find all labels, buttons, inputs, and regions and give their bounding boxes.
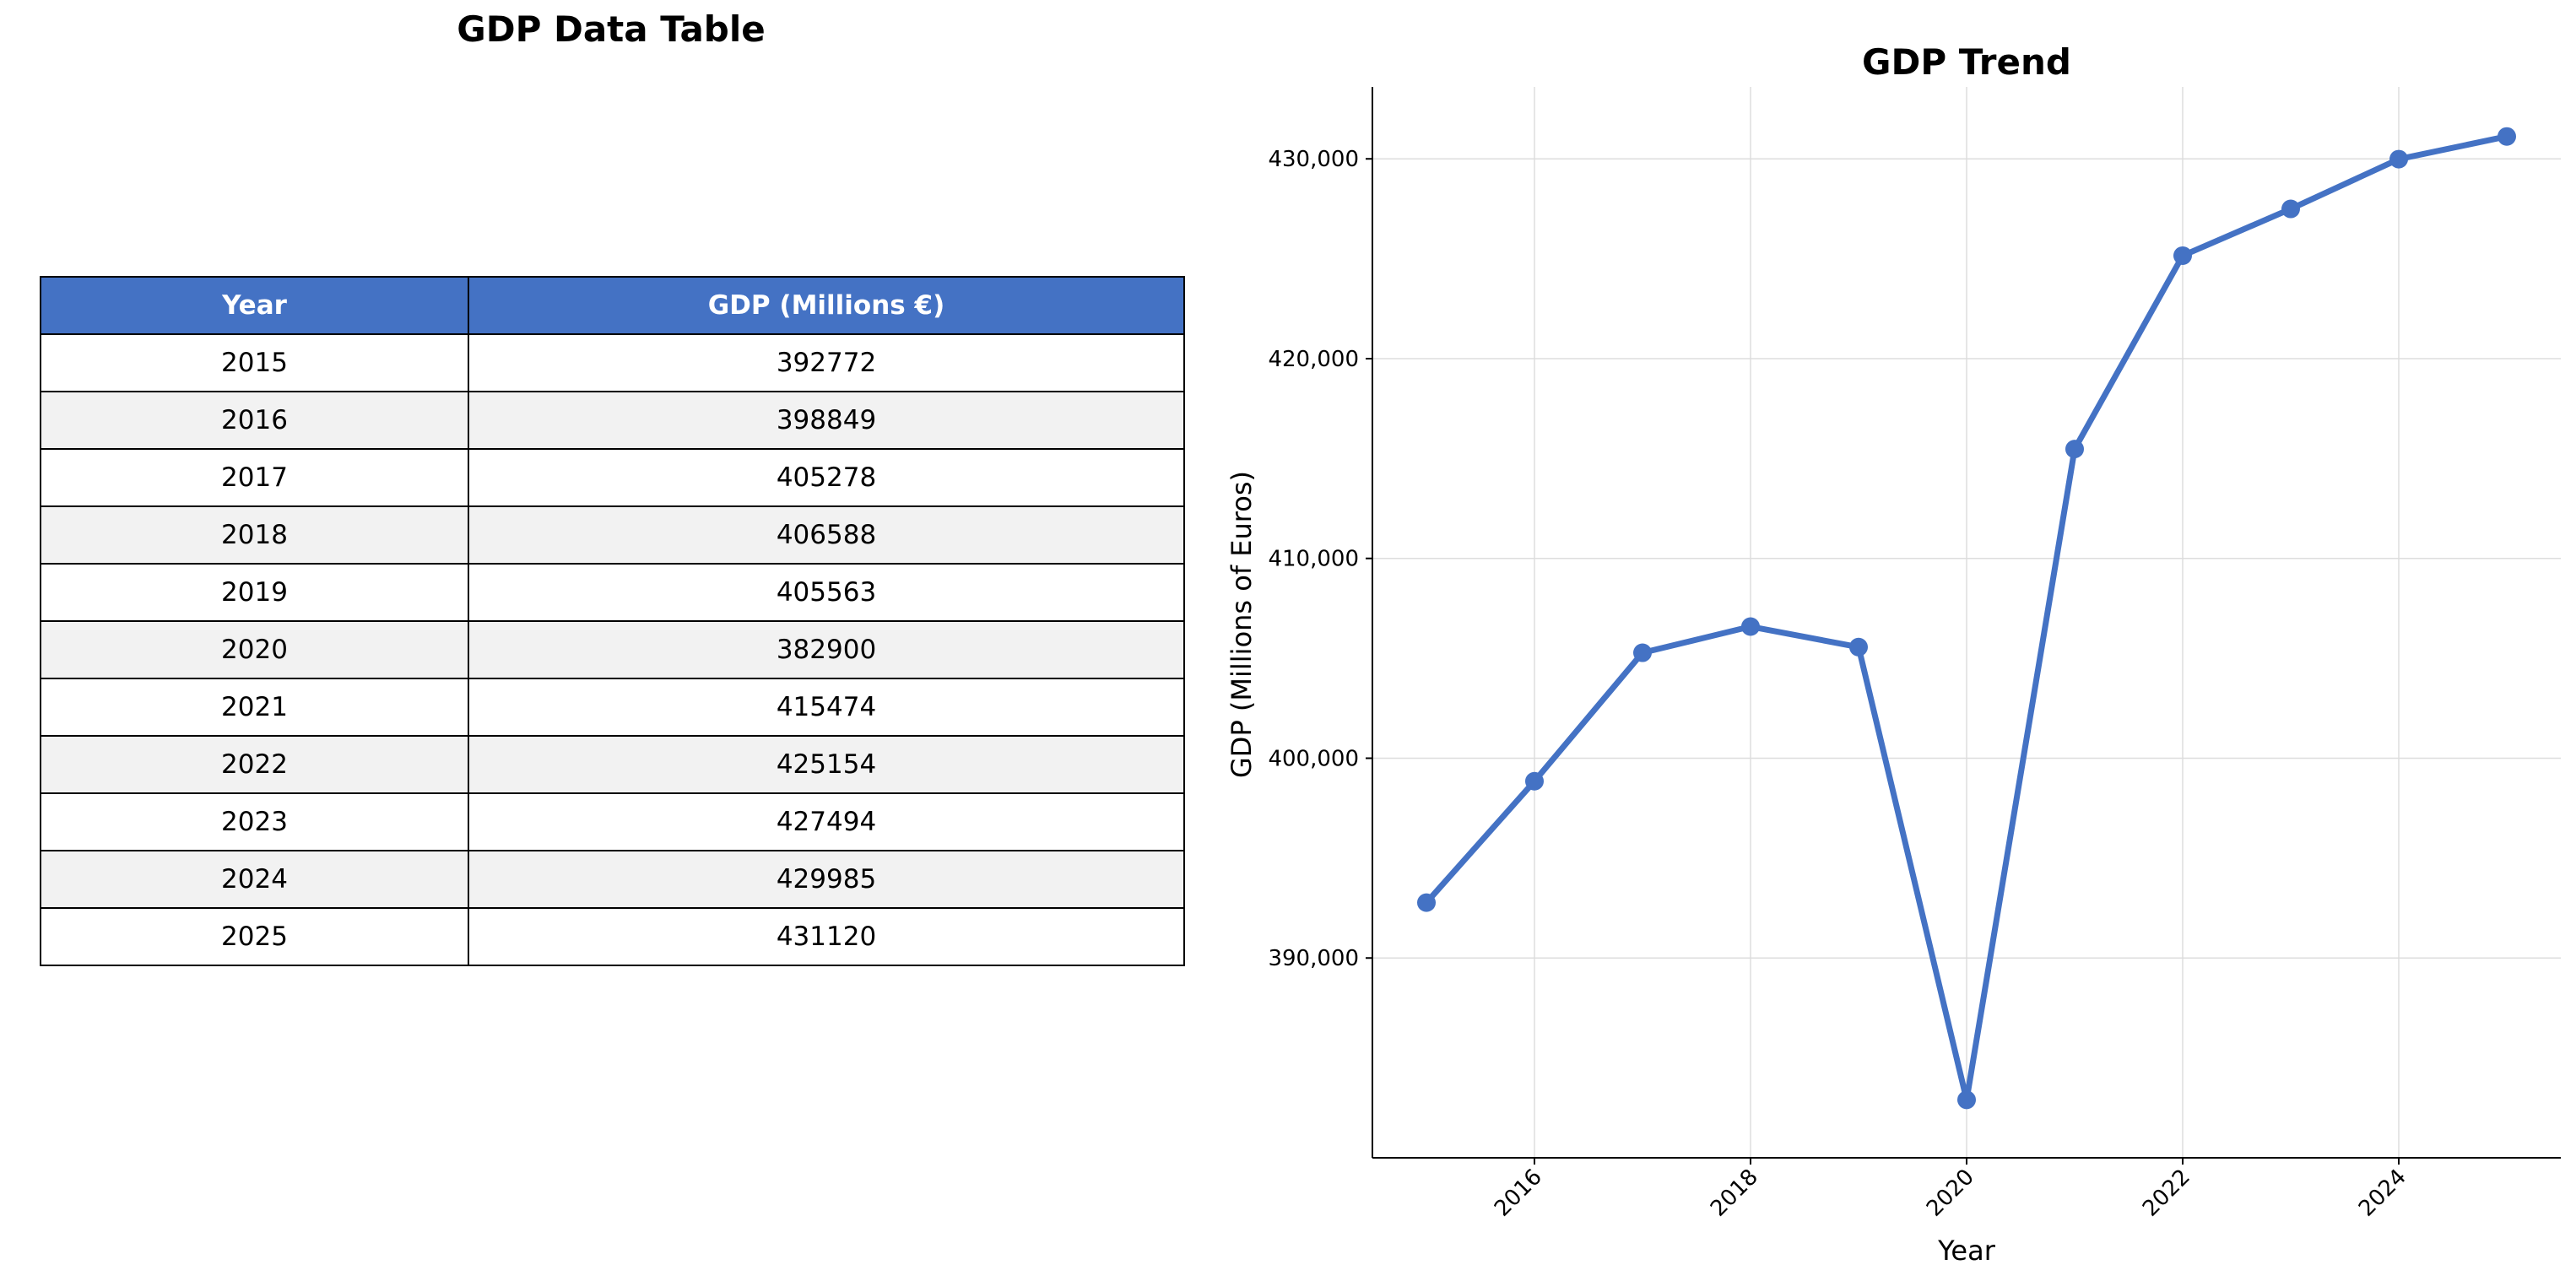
data-point [1417, 893, 1436, 912]
y-tick-label: 420,000 [1268, 347, 1359, 372]
cell-gdp: 429985 [468, 850, 1185, 909]
table-row: 2024 429985 [40, 850, 1185, 909]
table-row: 2023 427494 [40, 792, 1185, 851]
x-tick-label: 2016 [1490, 1165, 1547, 1222]
table-row: 2019 405563 [40, 563, 1185, 622]
y-axis-label: GDP (Millions of Euros) [1226, 471, 1258, 778]
cell-year: 2022 [40, 735, 469, 794]
cell-gdp: 415474 [468, 678, 1185, 737]
cell-year: 2016 [40, 391, 469, 450]
y-tick-label: 390,000 [1268, 946, 1359, 971]
table-header-row: Year GDP (Millions €) [40, 276, 1185, 335]
data-point [2498, 127, 2516, 146]
x-axis-label: Year [1937, 1235, 1996, 1267]
table-row: 2015 392772 [40, 333, 1185, 392]
gdp-data-table: Year GDP (Millions €) 2015 392772 2016 3988… [40, 276, 1185, 966]
table-row: 2022 425154 [40, 735, 1185, 794]
data-point [2173, 246, 2192, 265]
cell-year: 2020 [40, 620, 469, 679]
cell-year: 2025 [40, 907, 469, 966]
cell-gdp: 392772 [468, 333, 1185, 392]
y-tick-label: 410,000 [1268, 547, 1359, 572]
data-point [1957, 1090, 1976, 1110]
data-point [1849, 637, 1868, 657]
x-tick-label: 2018 [1706, 1165, 1763, 1222]
cell-gdp: 405563 [468, 563, 1185, 622]
table-row: 2018 406588 [40, 505, 1185, 565]
table-row: 2021 415474 [40, 678, 1185, 737]
cell-gdp: 427494 [468, 792, 1185, 851]
x-tick-label: 2022 [2138, 1165, 2195, 1222]
cell-year: 2018 [40, 505, 469, 565]
header-year: Year [40, 276, 469, 335]
data-point [2389, 149, 2408, 169]
cell-gdp: 398849 [468, 391, 1185, 450]
cell-year: 2015 [40, 333, 469, 392]
cell-year: 2024 [40, 850, 469, 909]
header-gdp: GDP (Millions €) [468, 276, 1185, 335]
table-row: 2025 431120 [40, 907, 1185, 966]
cell-gdp: 382900 [468, 620, 1185, 679]
cell-gdp: 431120 [468, 907, 1185, 966]
cell-gdp: 406588 [468, 505, 1185, 565]
y-tick-label: 400,000 [1268, 746, 1359, 771]
y-tick-label: 430,000 [1268, 147, 1359, 172]
data-point [1741, 617, 1760, 636]
data-point [1633, 643, 1652, 662]
x-tick-label: 2020 [1922, 1165, 1979, 1222]
cell-year: 2021 [40, 678, 469, 737]
cell-gdp: 405278 [468, 448, 1185, 507]
table-row: 2020 382900 [40, 620, 1185, 679]
data-point [2065, 440, 2084, 459]
cell-gdp: 425154 [468, 735, 1185, 794]
data-point [1525, 771, 1544, 791]
x-tick-label: 2024 [2354, 1165, 2411, 1222]
data-point [2281, 199, 2300, 219]
cell-year: 2019 [40, 563, 469, 622]
table-row: 2016 398849 [40, 391, 1185, 450]
cell-year: 2017 [40, 448, 469, 507]
cell-year: 2023 [40, 792, 469, 851]
table-row: 2017 405278 [40, 448, 1185, 507]
table-title: GDP Data Table [457, 8, 766, 50]
chart-title: GDP Trend [1862, 41, 2071, 83]
